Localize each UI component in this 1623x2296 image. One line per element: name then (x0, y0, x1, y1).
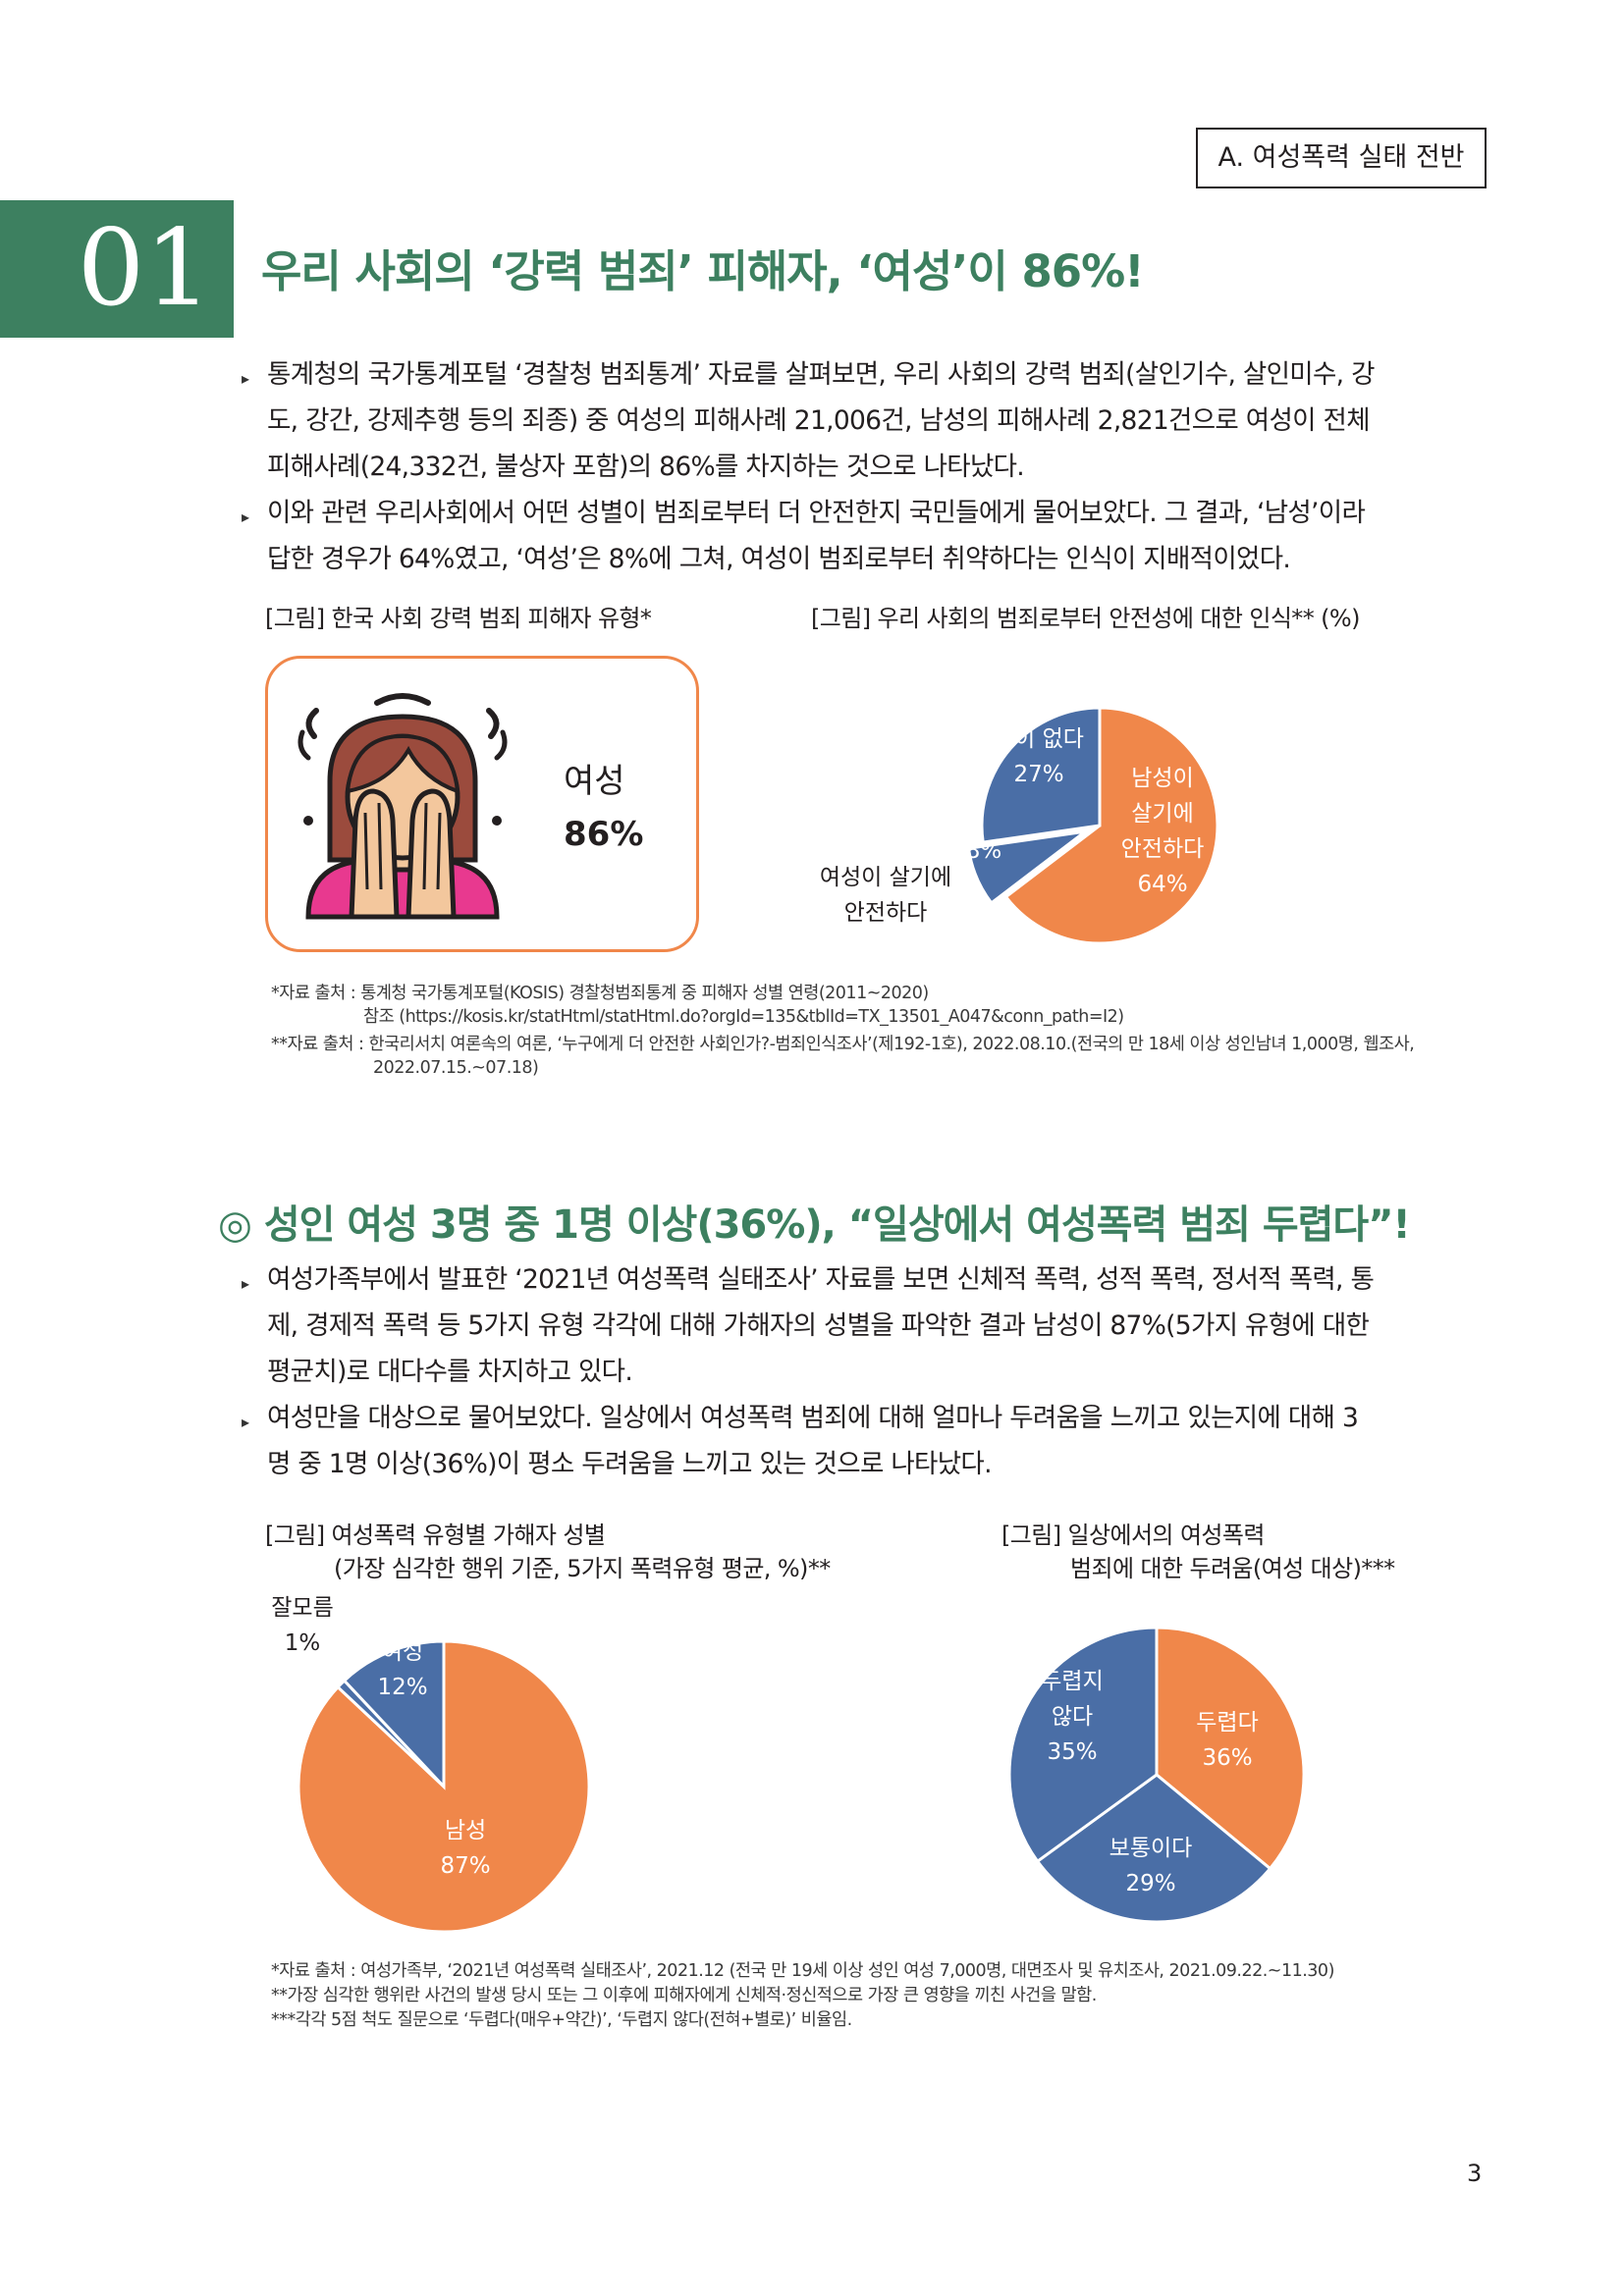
bullet-paragraph: 이와 관련 우리사회에서 어떤 성별이 범죄로부터 더 안전한지 국민들에게 물… (267, 490, 1485, 582)
footnote: **자료 출처 : 한국리서치 여론속의 여론, ‘누구에게 더 안전한 사회인… (271, 1035, 1415, 1054)
bullet-line: 여성가족부에서 발표한 ‘2021년 여성폭력 실태조사’ 자료를 보면 신체적… (267, 1264, 1375, 1295)
pie-slice-label: 남성이 살기에 안전하다 64% (1121, 766, 1205, 897)
footnote: 2022.07.15.~07.18) (373, 1058, 539, 1078)
figure-caption: [그림] 우리 사회의 범죄로부터 안전성에 대한 인식** (%) (811, 605, 1360, 632)
pie-slice (342, 1639, 446, 1790)
pie-slice-label: 잘모름 1% (271, 1595, 333, 1656)
section-number: 01 (0, 200, 234, 338)
footnote: *자료 출처 : 통계청 국가통계포털(KOSIS) 경찰청범죄통계 중 피해자… (271, 984, 929, 1003)
pie-slice-label: 보통이다 29% (1109, 1836, 1193, 1896)
bullet-paragraph: 여성만을 대상으로 물어보았다. 일상에서 여성폭력 범죄에 대해 얼마나 두려… (267, 1395, 1485, 1487)
pie-slice-label: 여성 12% (377, 1639, 427, 1700)
bullet-line: 통계청의 국가통계포털 ‘경찰청 범죄통계’ 자료를 살펴보면, 우리 사회의 … (267, 359, 1375, 390)
pie-slice (966, 828, 1091, 905)
figure-caption: [그림] 여성폭력 유형별 가해자 성별 (265, 1522, 606, 1549)
bullet-line: 제, 경제적 폭력 등 5가지 유형 각각에 대해 가해자의 성별을 파악한 결… (267, 1310, 1370, 1341)
section-tag: A. 여성폭력 실태 전반 (1196, 128, 1487, 188)
bullet-line: 답한 경우가 64%였고, ‘여성’은 8%에 그쳐, 여성이 범죄로부터 취약… (267, 544, 1291, 574)
figure-caption: (가장 심각한 행위 기준, 5가지 폭력유형 평균, %)** (334, 1555, 831, 1582)
bullet-line: 도, 강간, 강제추행 등의 죄종) 중 여성의 피해사례 21,006건, 남… (267, 405, 1371, 436)
bullet-line: 이와 관련 우리사회에서 어떤 성별이 범죄로부터 더 안전한지 국민들에게 물… (267, 498, 1366, 528)
pie-slice (1155, 1626, 1306, 1871)
pie-outside-label-line: 안전하다 (843, 900, 928, 926)
pie-slice-label: 남성 87% (440, 1818, 490, 1879)
bullet-marker-icon: ▸ (242, 507, 250, 526)
stat-label: 여성 (564, 762, 625, 801)
bullet-paragraph: 여성가족부에서 발표한 ‘2021년 여성폭력 실태조사’ 자료를 보면 신체적… (267, 1256, 1485, 1395)
section-title: 우리 사회의 ‘강력 범죄’ 피해자, ‘여성’이 86%! (261, 245, 1145, 297)
footnote: *자료 출처 : 여성가족부, ‘2021년 여성폭력 실태조사’, 2021.… (271, 1961, 1334, 1981)
distressed-woman-icon (298, 693, 508, 920)
footnote: 참조 (https://kosis.kr/statHtml/statHtml.d… (363, 1007, 1124, 1027)
bullet-marker-icon: ▸ (242, 369, 250, 388)
page-number: 3 (1467, 2160, 1483, 2187)
pie-chart-safety: 남성이 살기에 안전하다 64%8%성별 간 차이 없다 27% (966, 691, 1219, 945)
bullet-line: 평균치)로 대다수를 차지하고 있다. (267, 1357, 633, 1387)
pie-slice (1035, 1773, 1272, 1924)
stat-value: 86% (564, 815, 644, 854)
pie-slice (980, 706, 1102, 844)
figure-caption: [그림] 한국 사회 강력 범죄 피해자 유형* (265, 605, 652, 632)
bullet-marker-icon: ▸ (242, 1413, 250, 1431)
pie-chart-perpetrator: 남성 87% 잘모름 1% 여성 12% (271, 1595, 591, 1934)
figure-caption: [그림] 일상에서의 여성폭력 (1001, 1522, 1265, 1549)
pie-slice-label: 두렵지 않다 35% (1041, 1669, 1103, 1765)
pie-slice (1007, 1626, 1159, 1864)
pie-chart-fear: 두렵다 36% 보통이다 29% 두렵지 않다 35% (1007, 1626, 1306, 1924)
bullet-line: 피해사례(24,332건, 불상자 포함)의 86%를 차지하는 것으로 나타났… (267, 452, 1025, 482)
bullet-paragraph: 통계청의 국가통계포털 ‘경찰청 범죄통계’ 자료를 살펴보면, 우리 사회의 … (267, 351, 1485, 490)
bullet-marker-icon: ▸ (242, 1274, 250, 1293)
pie-outside-label-line: 여성이 살기에 (819, 865, 952, 890)
pie-outside-label: 여성이 살기에 안전하다 (807, 860, 964, 931)
bullet-line: 여성만을 대상으로 물어보았다. 일상에서 여성폭력 범죄에 대해 얼마나 두려… (267, 1403, 1359, 1433)
footnote: **가장 심각한 행위란 사건의 발생 당시 또는 그 이후에 피해자에게 신체… (271, 1986, 1097, 2005)
figure-caption: 범죄에 대한 두려움(여성 대상)*** (1070, 1555, 1395, 1582)
bullet-line: 명 중 1명 이상(36%)이 평소 두려움을 느끼고 있는 것으로 나타났다. (267, 1449, 992, 1479)
pie-slice (1003, 706, 1219, 945)
pie-slice-label: 성별 간 차이 없다 27% (994, 691, 1084, 787)
pie-slice-label: 두렵다 36% (1196, 1710, 1258, 1771)
footnote: ***각각 5점 척도 질문으로 ‘두렵다(매우+약간)’, ‘두렵지 않다(전… (271, 2010, 852, 2030)
subsection-title: ◎ 성인 여성 3명 중 1명 이상(36%), “일상에서 여성폭력 범죄 두… (218, 1202, 1411, 1248)
